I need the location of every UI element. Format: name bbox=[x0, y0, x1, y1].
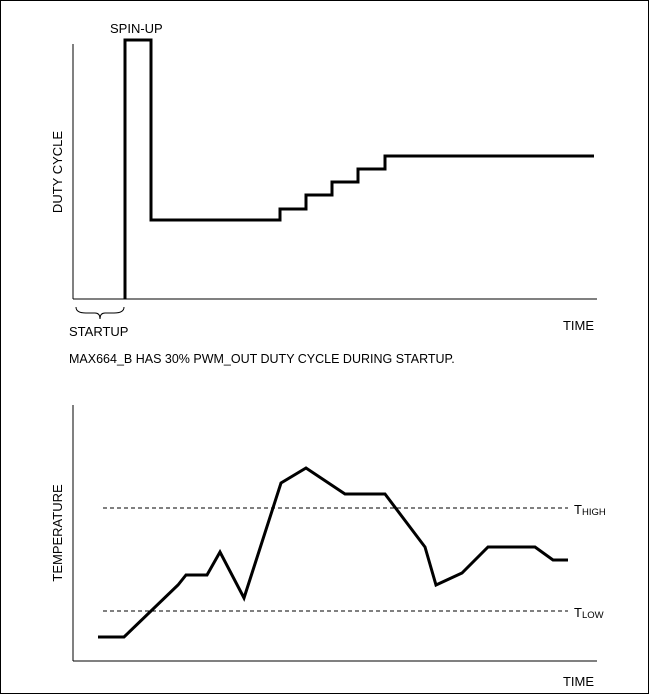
t-high-subscript: HIGH bbox=[582, 507, 606, 518]
temperature-line bbox=[98, 466, 568, 639]
startup-caption: MAX664_B HAS 30% PWM_OUT DUTY CYCLE DURI… bbox=[69, 352, 455, 366]
t-low-main: T bbox=[574, 605, 582, 620]
startup-brace bbox=[75, 306, 125, 320]
duty-cycle-chart: SPIN-UP DUTY CYCLE TIME STARTUP MAX664_B… bbox=[50, 21, 597, 366]
spin-up-label: SPIN-UP bbox=[110, 21, 163, 36]
bottom-time-axis-label: TIME bbox=[563, 674, 594, 689]
startup-label: STARTUP bbox=[69, 324, 128, 339]
temperature-axis-label: TEMPERATURE bbox=[50, 484, 65, 582]
t-high-label: THIGH bbox=[574, 502, 606, 518]
t-low-label: TLOW bbox=[574, 605, 604, 621]
duty-cycle-axis-label: DUTY CYCLE bbox=[50, 131, 65, 213]
t-low-subscript: LOW bbox=[582, 610, 604, 621]
temperature-chart: TEMPERATURE TIME THIGH TLOW bbox=[50, 405, 606, 689]
duty-cycle-line bbox=[123, 38, 594, 299]
top-time-axis-label: TIME bbox=[563, 318, 594, 333]
t-high-main: T bbox=[574, 502, 582, 517]
